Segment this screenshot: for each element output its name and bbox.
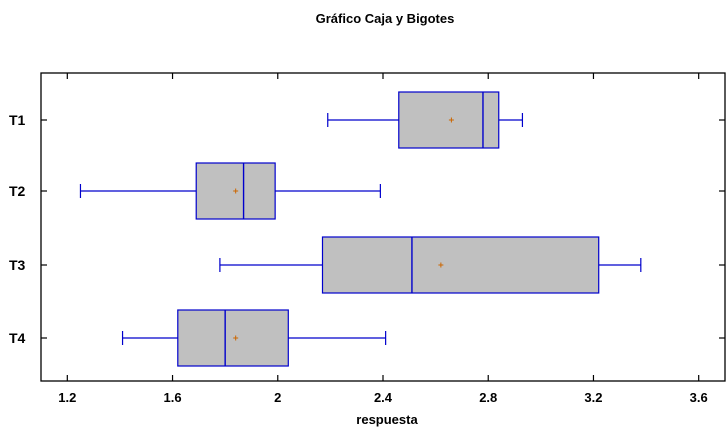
x-tick-label: 2.8 [479,390,497,405]
box-t4 [121,309,387,367]
x-tick-label: 1.6 [163,390,181,405]
iqr-box [321,236,600,294]
x-axis-label: respuesta [356,412,418,427]
category-label: T1 [9,112,26,128]
box-t1 [327,91,524,149]
labels-layer: T1 T2 T3 T4 [9,112,26,346]
x-tick-label: 1.2 [58,390,76,405]
x-tick-label: 2.4 [374,390,393,405]
category-label: T4 [9,330,26,346]
x-tick-label: 3.6 [690,390,708,405]
x-tick-label: 2 [274,390,281,405]
box-t2 [79,162,381,220]
category-label: T3 [9,257,26,273]
chart-title: Gráfico Caja y Bigotes [316,11,455,26]
iqr-box [177,309,289,367]
x-tick-label: 3.2 [584,390,602,405]
iqr-box [398,91,500,149]
ticks-layer: 1.2 1.6 2 2.4 2.8 3.2 3.6 [41,73,725,405]
category-label: T2 [9,183,26,199]
plot-frame [40,72,726,382]
box-t3 [219,236,642,294]
boxes-layer [79,91,642,367]
